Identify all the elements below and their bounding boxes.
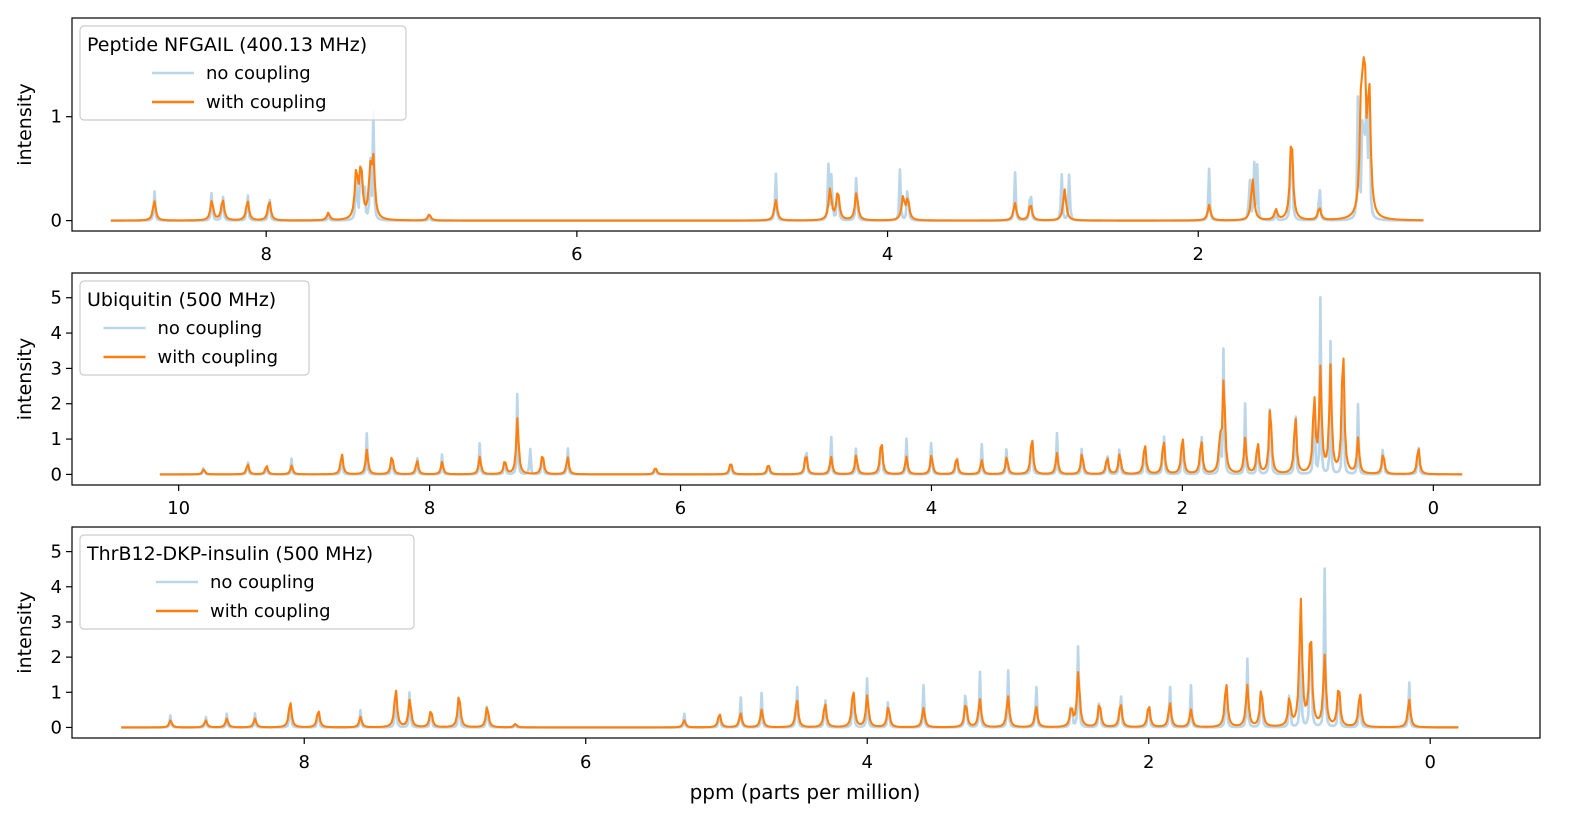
x-tick-label: 8 xyxy=(299,752,310,773)
chart-panel-2: 10 8 6 4 2 0 0 1 2 3 4 5 intensity Ubiquitin (500 MHz… xyxy=(14,272,1541,519)
x-tick-label: 2 xyxy=(1193,244,1204,265)
chart-panel-1: 8 6 4 2 0 1 intensity Peptide NFGAIL (400.13 MH… xyxy=(14,17,1541,265)
legend-title: Peptide NFGAIL (400.13 MHz) xyxy=(87,34,367,56)
legend: Ubiquitin (500 MHz) no coupling with coupl… xyxy=(79,280,310,376)
axes-frame xyxy=(71,17,1541,232)
y-tick-label: 1 xyxy=(51,429,62,450)
x-tick-label: 6 xyxy=(580,752,591,773)
legend-title: Ubiquitin (500 MHz) xyxy=(87,289,276,311)
chart-panel-3: 8 6 4 2 0 0 1 2 3 4 5 intensity ThrB12-DKP-insulin (… xyxy=(14,526,1541,773)
y-tick-label: 2 xyxy=(51,394,62,415)
y-tick-label: 1 xyxy=(51,107,62,128)
x-axis-label: ppm (parts per million) xyxy=(690,780,921,804)
legend-box xyxy=(79,25,407,121)
y-tick-label: 0 xyxy=(51,717,62,738)
y-tick-label: 4 xyxy=(51,577,62,598)
y-axis-label: intensity xyxy=(14,338,36,420)
y-tick-label: 3 xyxy=(51,358,62,379)
plot-area xyxy=(159,295,1463,476)
x-tick-label: 4 xyxy=(926,498,937,519)
x-tick-label: 0 xyxy=(1428,498,1439,519)
legend-entry: with coupling xyxy=(158,347,279,368)
axes-frame xyxy=(71,526,1541,739)
x-tick-label: 8 xyxy=(260,244,271,265)
legend-title: ThrB12-DKP-insulin (500 MHz) xyxy=(86,543,373,565)
legend-box xyxy=(79,280,310,376)
series-line-with-coupling xyxy=(110,56,1424,222)
x-tick-label: 2 xyxy=(1177,498,1188,519)
y-axis-label: intensity xyxy=(14,591,36,673)
x-tick-label: 4 xyxy=(861,752,872,773)
series-line-no-coupling xyxy=(159,295,1463,476)
x-tick-label: 8 xyxy=(424,498,435,519)
x-tick-label: 6 xyxy=(675,498,686,519)
x-tick-label: 6 xyxy=(571,244,582,265)
legend-entry: no coupling xyxy=(158,318,263,339)
x-tick-label: 0 xyxy=(1424,752,1435,773)
y-tick-label: 5 xyxy=(51,288,62,309)
y-axis-label: intensity xyxy=(14,83,36,165)
legend-entry: no coupling xyxy=(206,63,311,84)
axes-frame xyxy=(71,272,1541,486)
x-tick-label: 4 xyxy=(882,244,893,265)
legend: ThrB12-DKP-insulin (500 MHz) no coupling w… xyxy=(79,534,415,630)
plot-area xyxy=(110,56,1424,222)
series-line-with-coupling xyxy=(159,357,1463,476)
x-tick-label: 10 xyxy=(167,498,190,519)
y-tick-label: 4 xyxy=(51,323,62,344)
y-tick-label: 3 xyxy=(51,612,62,633)
y-tick-label: 5 xyxy=(51,542,62,563)
legend-entry: with coupling xyxy=(206,92,327,113)
y-tick-label: 0 xyxy=(51,211,62,232)
plot-area xyxy=(121,567,1459,729)
y-tick-label: 0 xyxy=(51,464,62,485)
x-tick-label: 2 xyxy=(1143,752,1154,773)
legend-entry: no coupling xyxy=(210,572,315,593)
legend-entry: with coupling xyxy=(210,601,331,622)
y-tick-label: 2 xyxy=(51,647,62,668)
legend: Peptide NFGAIL (400.13 MHz) no coupling wi… xyxy=(79,25,407,121)
series-line-with-coupling xyxy=(121,597,1459,729)
y-tick-label: 1 xyxy=(51,682,62,703)
legend-box xyxy=(79,534,415,630)
